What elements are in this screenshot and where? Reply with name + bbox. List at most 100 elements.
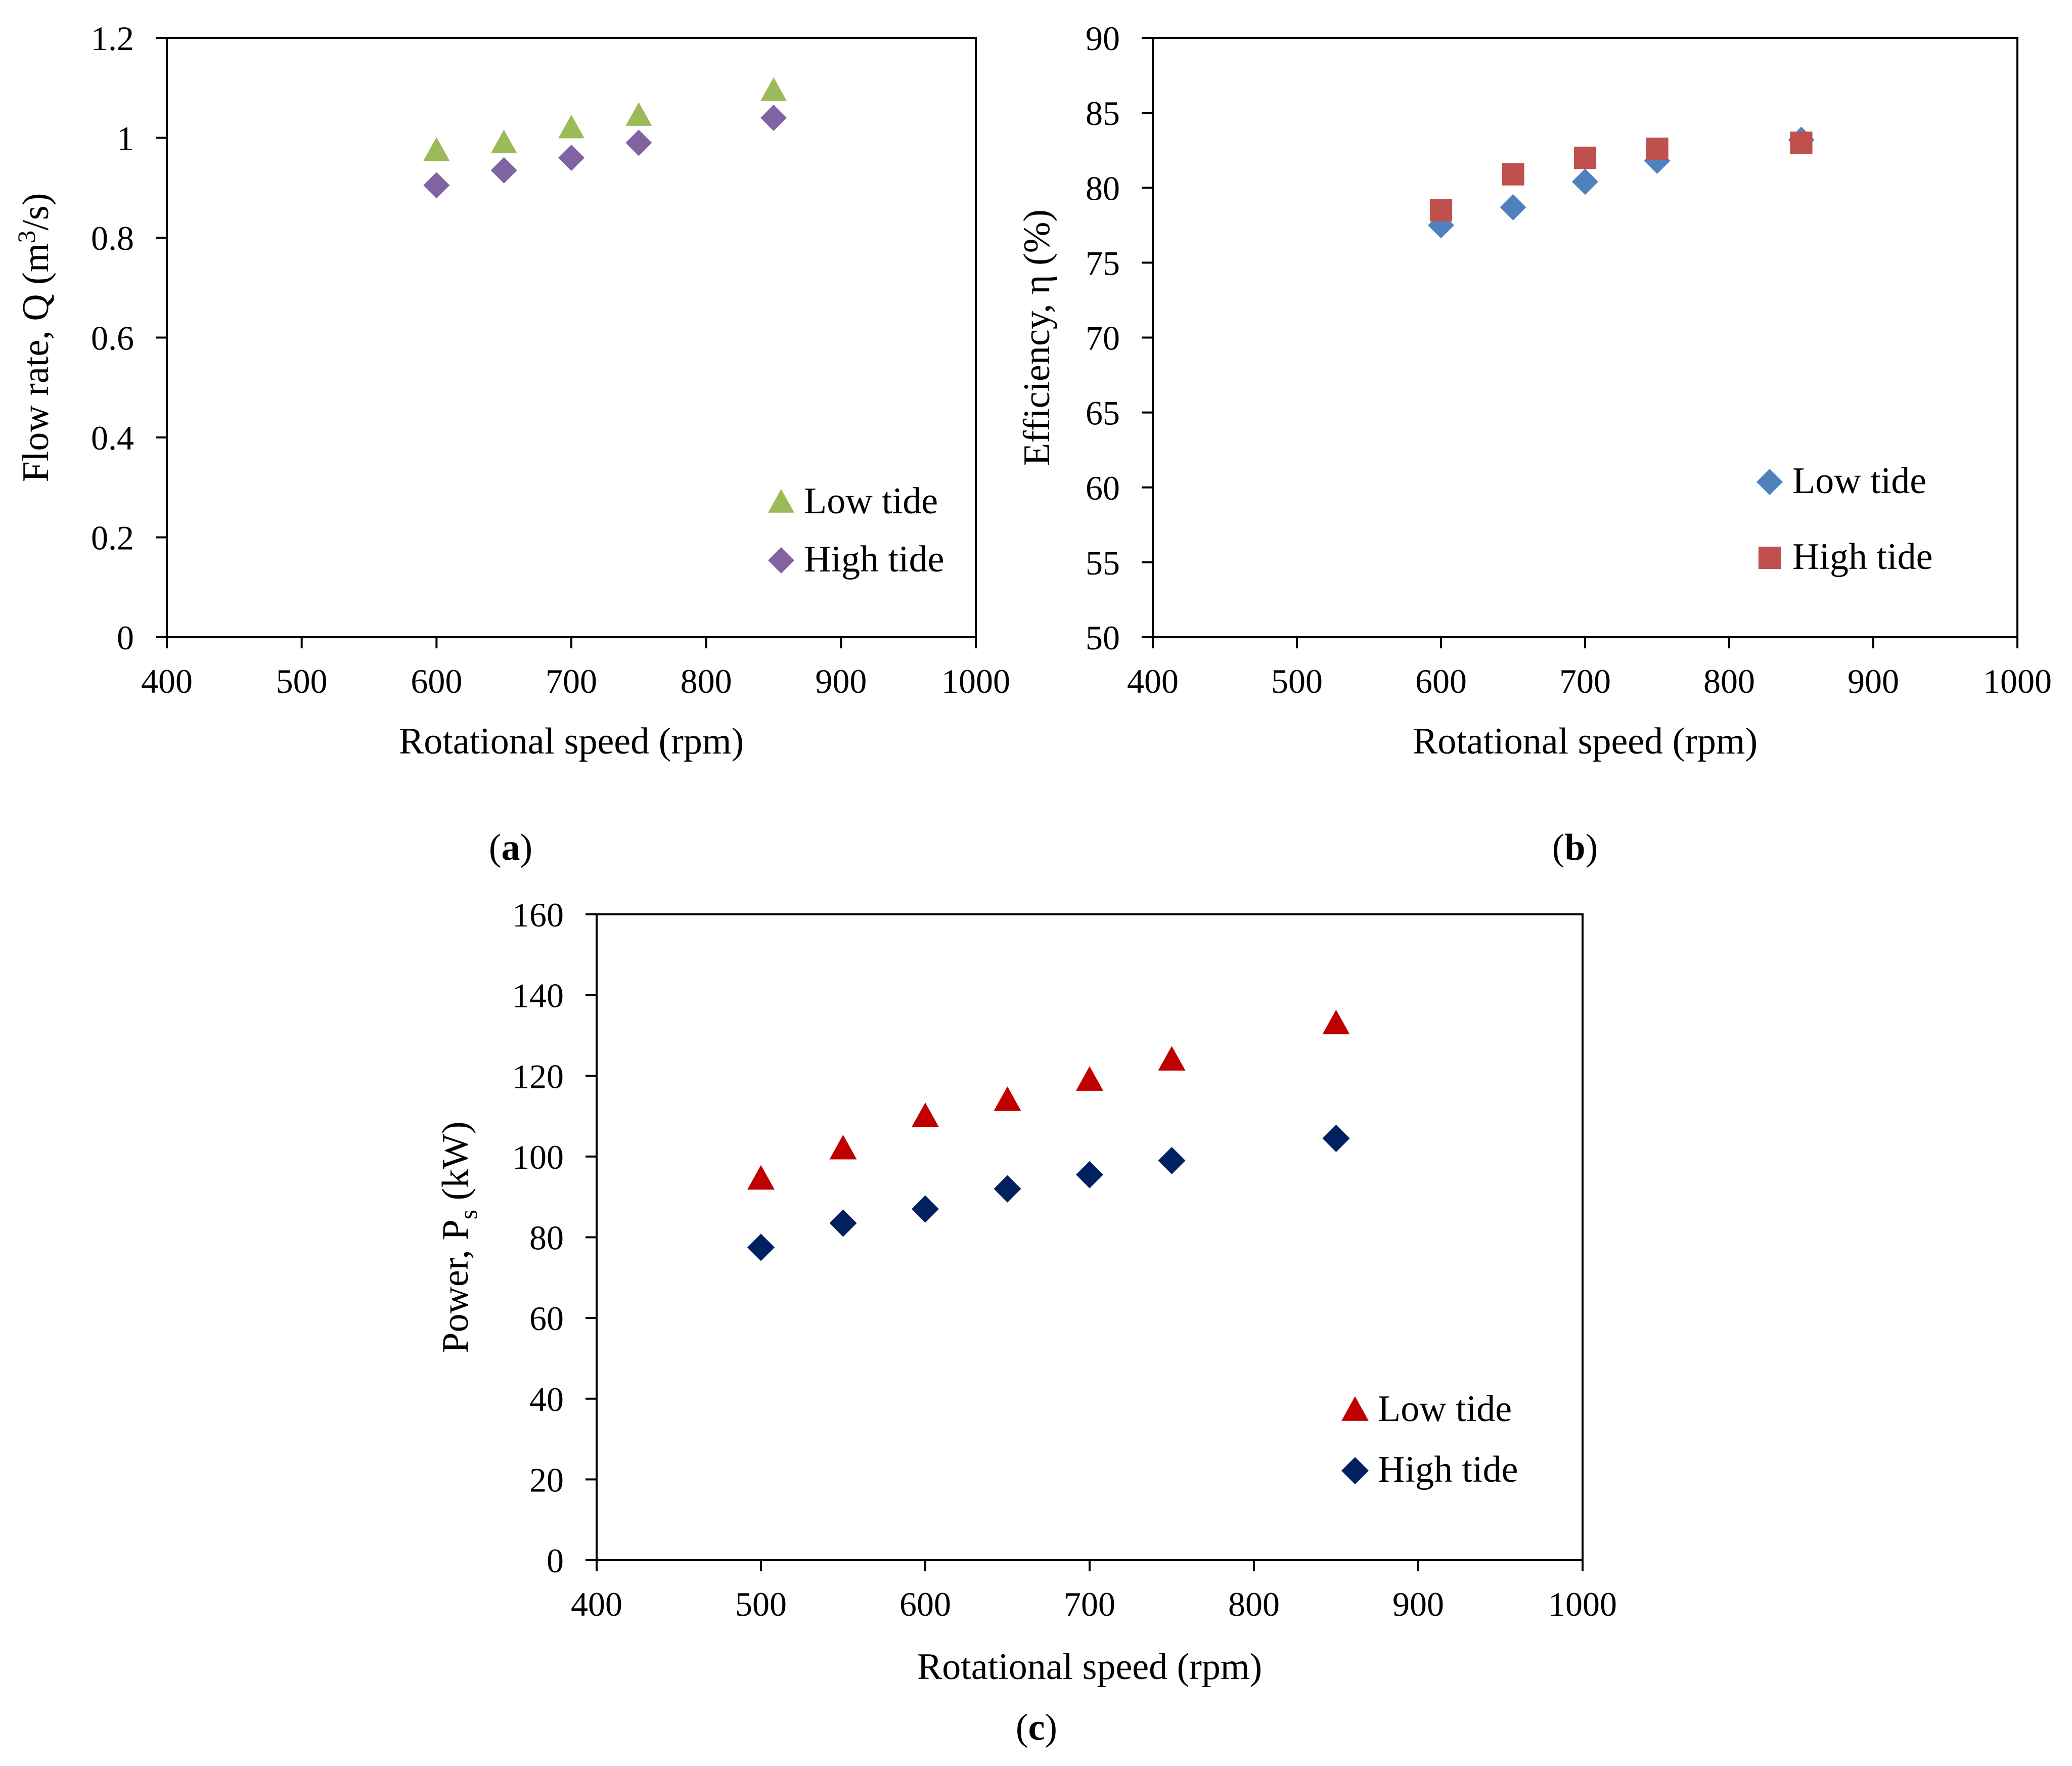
chart-b: 400 500 600 700 800 900 1000 50 55 60 65 70 75 80 85 90… xyxy=(1016,19,2052,868)
data-point xyxy=(1076,1161,1103,1188)
data-point xyxy=(558,145,584,171)
data-point xyxy=(1322,1009,1350,1035)
data-point xyxy=(747,1233,775,1261)
x-tick-label: 900 xyxy=(1848,662,1899,700)
x-tick-label: 400 xyxy=(1127,662,1179,700)
series-low-tide xyxy=(423,77,787,161)
y-axis-title: Power, Ps (kW) xyxy=(435,1121,482,1353)
data-point xyxy=(490,129,517,154)
series-high-tide xyxy=(423,105,787,199)
caption-letter: b xyxy=(1564,827,1585,868)
caption-open: ( xyxy=(1016,1707,1028,1748)
legend-label: Low tide xyxy=(804,480,938,522)
y-tick-label: 40 xyxy=(529,1380,564,1419)
panel-caption: (a) xyxy=(489,827,532,868)
y-tick-label: 1.2 xyxy=(91,19,134,58)
y-axis-title-sup: 3 xyxy=(12,231,40,243)
y-tick-label: 65 xyxy=(1086,394,1120,432)
legend-marker xyxy=(768,547,794,573)
series-high-tide xyxy=(747,1124,1350,1261)
y-tick-label: 0.2 xyxy=(91,519,134,557)
series-low-tide xyxy=(747,1009,1350,1190)
legend-label: Low tide xyxy=(1378,1388,1512,1430)
data-point xyxy=(423,137,450,161)
data-point xyxy=(1790,131,1813,154)
legend-label: High tide xyxy=(1378,1449,1518,1490)
data-point xyxy=(994,1086,1021,1111)
data-point xyxy=(1158,1046,1186,1071)
y-tick-label: 55 xyxy=(1086,544,1120,582)
y-tick-label: 80 xyxy=(1086,169,1120,207)
y-tick-label: 50 xyxy=(1086,619,1120,657)
y-axis-title-base: Flow rate, Q (m xyxy=(15,243,57,482)
y-tick-label: 100 xyxy=(512,1138,564,1176)
y-axis-title-base: Power, P xyxy=(435,1219,476,1353)
x-tick-label: 500 xyxy=(276,662,328,700)
data-point xyxy=(423,172,450,199)
series-high-tide xyxy=(1429,131,1813,222)
data-point xyxy=(1572,168,1598,195)
x-tick-label: 600 xyxy=(1415,662,1467,700)
caption-close: ) xyxy=(520,827,533,868)
x-axis-title: Rotational speed (rpm) xyxy=(917,1646,1262,1688)
legend-marker xyxy=(768,489,794,513)
legend-marker xyxy=(1756,469,1783,495)
data-point xyxy=(1500,194,1526,220)
data-point xyxy=(760,77,787,101)
legend-marker xyxy=(1341,1457,1369,1484)
y-tick-label: 1 xyxy=(117,119,134,158)
x-tick-label: 800 xyxy=(1703,662,1755,700)
legend-marker xyxy=(1341,1396,1369,1421)
y-tick-label: 0.4 xyxy=(91,419,134,457)
y-tick-label: 0.8 xyxy=(91,219,134,257)
y-tick-label: 60 xyxy=(529,1299,564,1338)
data-point xyxy=(1573,146,1597,169)
x-tick-label: 1000 xyxy=(941,662,1010,700)
x-tick-label: 500 xyxy=(735,1585,787,1623)
legend-label: High tide xyxy=(1792,536,1932,578)
data-point xyxy=(625,129,652,156)
data-point xyxy=(912,1195,939,1223)
series-low-tide xyxy=(1428,126,1815,239)
y-tick-label: 0 xyxy=(117,619,134,657)
y-axis-title: Flow rate, Q (m3/s) xyxy=(12,193,57,482)
y-tick-label: 80 xyxy=(529,1219,564,1257)
data-point xyxy=(829,1134,857,1160)
y-tick-label: 120 xyxy=(512,1057,564,1095)
x-tick-label: 400 xyxy=(141,662,193,700)
data-point xyxy=(912,1102,939,1127)
data-point xyxy=(1076,1066,1103,1091)
y-axis-title-sub: s xyxy=(454,1210,482,1219)
data-point xyxy=(1502,163,1524,186)
caption-letter: a xyxy=(502,827,520,868)
data-point xyxy=(625,102,652,126)
y-tick-label: 60 xyxy=(1086,469,1120,507)
x-tick-label: 700 xyxy=(546,662,597,700)
x-tick-label: 600 xyxy=(411,662,462,700)
y-tick-label: 20 xyxy=(529,1461,564,1499)
caption-letter: c xyxy=(1028,1707,1045,1748)
x-tick-label: 500 xyxy=(1271,662,1323,700)
legend-label: High tide xyxy=(804,539,944,580)
y-tick-label: 0 xyxy=(547,1541,564,1580)
x-tick-label: 400 xyxy=(571,1585,622,1623)
data-point xyxy=(760,105,787,131)
data-point xyxy=(1158,1146,1186,1174)
y-tick-label: 0.6 xyxy=(91,319,134,358)
x-tick-label: 700 xyxy=(1064,1585,1115,1623)
caption-close: ) xyxy=(1586,827,1598,868)
legend-label: Low tide xyxy=(1792,460,1926,502)
y-tick-label: 70 xyxy=(1086,319,1120,358)
data-point xyxy=(558,114,584,139)
y-tick-label: 160 xyxy=(512,896,564,934)
legend-marker xyxy=(1758,546,1781,569)
x-tick-label: 800 xyxy=(1228,1585,1280,1623)
data-point xyxy=(829,1209,857,1237)
x-axis-title: Rotational speed (rpm) xyxy=(1413,721,1758,762)
y-axis-title-tail: /s) xyxy=(15,193,57,231)
y-tick-label: 90 xyxy=(1086,19,1120,58)
x-tick-label: 800 xyxy=(681,662,732,700)
data-point xyxy=(1646,138,1669,160)
y-axis-title-tail: (kW) xyxy=(435,1121,476,1210)
